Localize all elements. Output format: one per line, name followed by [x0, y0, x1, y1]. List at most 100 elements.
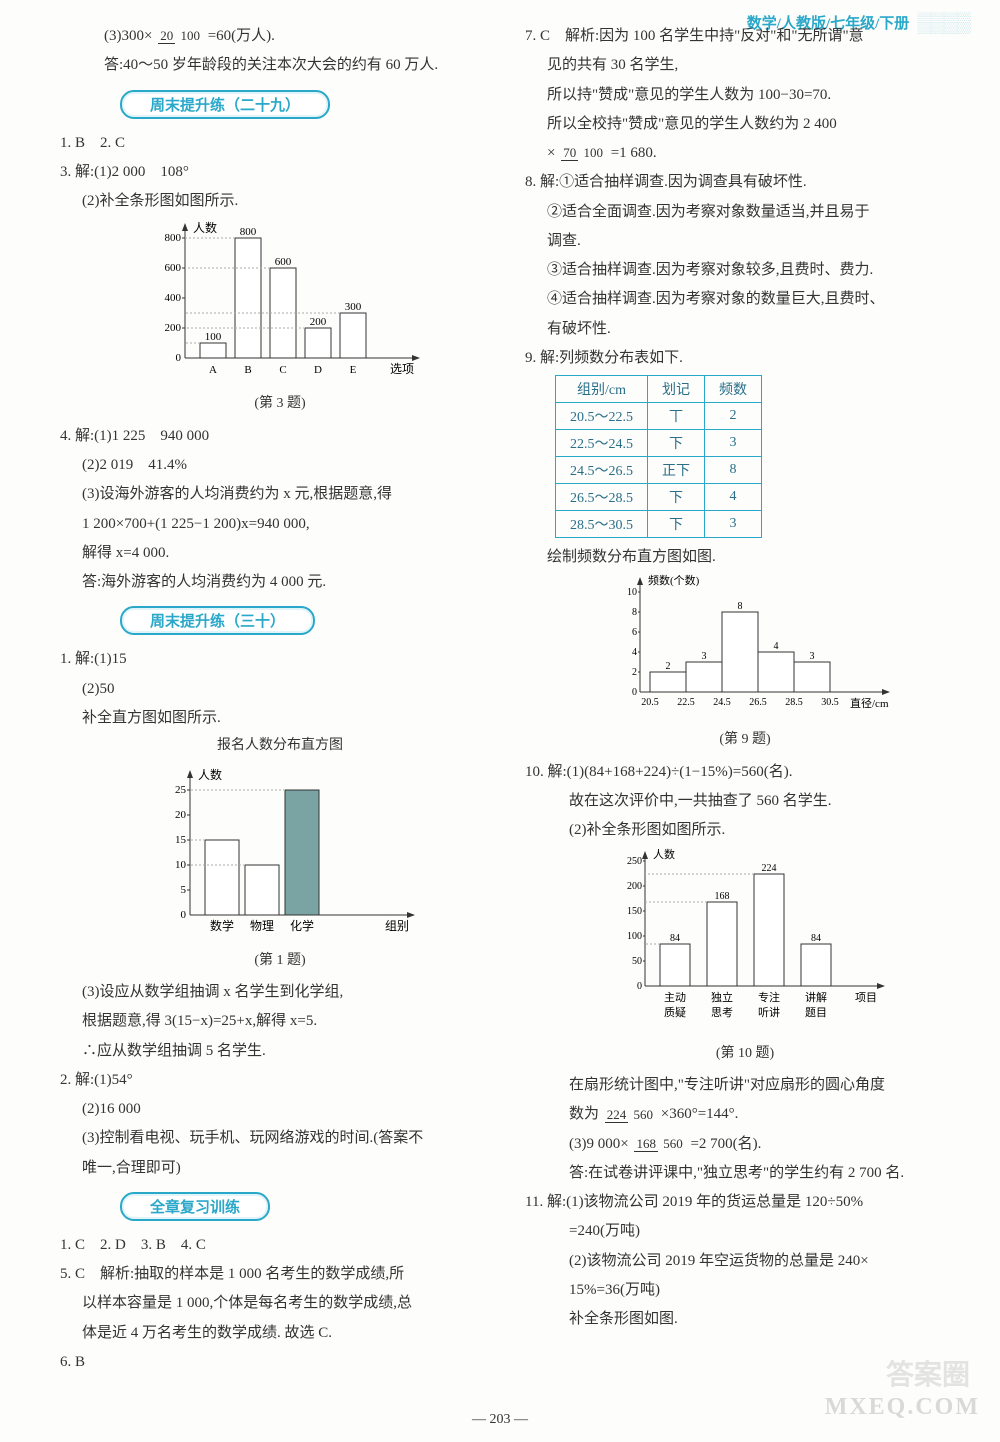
line: 11. 解:(1)该物流公司 2019 年的货运总量是 120÷50%: [525, 1189, 965, 1215]
svg-text:168: 168: [715, 891, 730, 902]
watermark-text: MXEQ.COM: [825, 1394, 980, 1421]
svg-text:4: 4: [774, 641, 779, 652]
svg-text:3: 3: [810, 651, 815, 662]
svg-text:8: 8: [632, 607, 637, 618]
line: 3. 解:(1)2 000 108°: [60, 159, 500, 185]
svg-text:224: 224: [762, 863, 777, 874]
line: 1 200×700+(1 225−1 200)x=940 000,: [82, 511, 500, 537]
section-title-30: 周末提升练（三十）: [120, 606, 315, 635]
line: (2)补全条形图如图所示.: [569, 817, 965, 843]
svg-text:0: 0: [637, 981, 642, 992]
svg-text:10: 10: [175, 859, 187, 871]
svg-text:B: B: [244, 364, 251, 376]
svg-text:物理: 物理: [250, 919, 274, 933]
chart-title: 报名人数分布直方图: [60, 734, 500, 759]
chart-q10: 人数 项目 0 50 100 150 200 250: [585, 848, 905, 1038]
svg-text:选项: 选项: [390, 362, 414, 376]
watermark-badge: 答案圈: [886, 1353, 970, 1393]
svg-text:250: 250: [627, 856, 642, 867]
svg-text:2: 2: [666, 661, 671, 672]
chart-q9: 频数(个数) 直径/cm 0 2 4 6 8 10: [585, 574, 905, 724]
svg-text:150: 150: [627, 906, 642, 917]
line: 在扇形统计图中,"专注听讲"对应扇形的圆心角度: [569, 1072, 965, 1098]
line: 补全直方图如图所示.: [82, 705, 500, 731]
chart-caption: (第 10 题): [525, 1042, 965, 1067]
line: 15%=36(万吨): [569, 1277, 965, 1303]
line: 故在这次评价中,一共抽查了 560 名学生.: [569, 788, 965, 814]
line: =240(万吨): [569, 1218, 965, 1244]
svg-text:24.5: 24.5: [713, 697, 731, 708]
svg-text:2: 2: [632, 667, 637, 678]
line: (2)16 000: [82, 1096, 500, 1122]
line: (2)50: [82, 676, 500, 702]
svg-text:0: 0: [632, 687, 637, 698]
svg-text:0: 0: [181, 909, 187, 921]
line: (2)该物流公司 2019 年空运货物的总量是 240×: [569, 1248, 965, 1274]
svg-text:84: 84: [811, 933, 821, 944]
chart-caption: (第 3 题): [60, 392, 500, 417]
right-column: 7. C 解析:因为 100 名学生中持"反对"和"无所谓"意 见的共有 30 …: [525, 20, 965, 1378]
line: 答:40～50 岁年龄段的关注本次大会的约有 60 万人.: [104, 52, 500, 78]
chart-caption: (第 1 题): [60, 949, 500, 974]
svg-text:听讲: 听讲: [758, 1005, 780, 1019]
line: (3)设应从数学组抽调 x 名学生到化学组,: [82, 979, 500, 1005]
svg-text:28.5: 28.5: [785, 697, 803, 708]
svg-text:8: 8: [738, 601, 743, 612]
svg-text:C: C: [279, 364, 286, 376]
line: 以样本容量是 1 000,个体是每名考生的数学成绩,总: [82, 1290, 500, 1316]
line: (3)控制看电视、玩手机、玩网络游戏的时间.(答案不: [82, 1125, 500, 1151]
section-title-29: 周末提升练（二十九）: [120, 90, 330, 119]
line: (3)设海外游客的人均消费约为 x 元,根据题意,得: [82, 481, 500, 507]
svg-text:20.5: 20.5: [641, 697, 659, 708]
line: 根据题意,得 3(15−x)=25+x,解得 x=5.: [82, 1008, 500, 1034]
line: 有破坏性.: [547, 316, 965, 342]
line: 6. B: [60, 1349, 500, 1375]
svg-text:4: 4: [632, 647, 637, 658]
svg-text:人数: 人数: [193, 220, 217, 235]
line: 8. 解:①适合抽样调查.因为调查具有破坏性.: [525, 169, 965, 195]
svg-text:100: 100: [205, 331, 222, 343]
svg-text:30.5: 30.5: [821, 697, 839, 708]
svg-text:600: 600: [165, 262, 182, 274]
line: ③适合抽样调查.因为考察对象较多,且费时、费力.: [547, 257, 965, 283]
line: (3)300× 20 100 =60(万人).: [104, 23, 500, 49]
svg-text:10: 10: [627, 587, 637, 598]
svg-text:E: E: [350, 364, 357, 376]
line: 补全条形图如图.: [569, 1306, 965, 1332]
svg-text:专注: 专注: [758, 990, 780, 1004]
svg-text:800: 800: [165, 232, 182, 244]
line: 1. 解:(1)15: [60, 646, 500, 672]
svg-text:质疑: 质疑: [664, 1006, 686, 1019]
line: 5. C 解析:抽取的样本是 1 000 名考生的数学成绩,所: [60, 1261, 500, 1287]
line: 所以全校持"赞成"意见的学生人数约为 2 400: [547, 111, 965, 137]
svg-text:400: 400: [165, 292, 182, 304]
svg-text:100: 100: [627, 931, 642, 942]
chart-q3: 人数 选项 0 200 400 600 800: [130, 218, 430, 388]
svg-text:300: 300: [345, 301, 362, 313]
svg-text:组别: 组别: [385, 919, 409, 933]
svg-text:题目: 题目: [805, 1006, 827, 1019]
frequency-table: 组别/cm 划记 频数 20.5～22.5丅2 22.5～24.5下3 24.5…: [555, 375, 762, 538]
svg-text:3: 3: [702, 651, 707, 662]
svg-text:频数(个数): 频数(个数): [648, 574, 700, 587]
section-title-chapter: 全章复习训练: [120, 1192, 270, 1221]
fraction: 168 560: [634, 1137, 684, 1151]
svg-text:84: 84: [670, 933, 680, 944]
fraction: 20 100: [158, 29, 202, 43]
line: 7. C 解析:因为 100 名学生中持"反对"和"无所谓"意: [525, 23, 965, 49]
svg-text:数学: 数学: [210, 918, 234, 933]
svg-text:15: 15: [175, 834, 187, 846]
svg-text:800: 800: [240, 226, 257, 238]
line: × 70 100 =1 680.: [547, 140, 965, 166]
line: 解得 x=4 000.: [82, 540, 500, 566]
line: (2)2 019 41.4%: [82, 452, 500, 478]
fraction: 70 100: [561, 146, 605, 160]
line: 绘制频数分布直方图如图.: [547, 544, 965, 570]
line: 数为 224 560 ×360°=144°.: [569, 1101, 965, 1127]
line: (3)9 000× 168 560 =2 700(名).: [569, 1131, 965, 1157]
line: ④适合抽样调查.因为考察对象的数量巨大,且费时、: [547, 286, 965, 312]
svg-text:6: 6: [632, 627, 637, 638]
svg-text:600: 600: [275, 256, 292, 268]
svg-text:D: D: [314, 364, 322, 376]
line: 答:在试卷讲评课中,"独立思考"的学生约有 2 700 名.: [569, 1160, 965, 1186]
